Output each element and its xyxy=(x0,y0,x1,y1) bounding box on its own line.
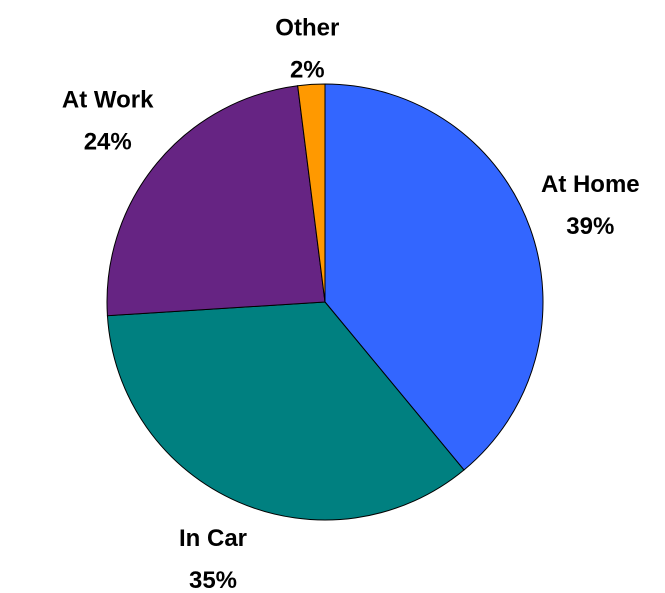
slice-label: Other xyxy=(275,14,339,41)
pie-slice xyxy=(324,83,544,471)
pie-slice xyxy=(106,301,465,521)
slice-value-label: 39% xyxy=(566,213,614,240)
slice-label: At Work xyxy=(62,87,154,114)
pie-slice xyxy=(106,85,326,317)
slice-value-label: 24% xyxy=(84,129,132,156)
slice-label: In Car xyxy=(179,525,247,552)
slice-label: At Home xyxy=(541,171,640,198)
slice-value-label: 2% xyxy=(290,56,325,83)
slice-value-label: 35% xyxy=(189,567,237,593)
pie-slice xyxy=(297,83,326,303)
